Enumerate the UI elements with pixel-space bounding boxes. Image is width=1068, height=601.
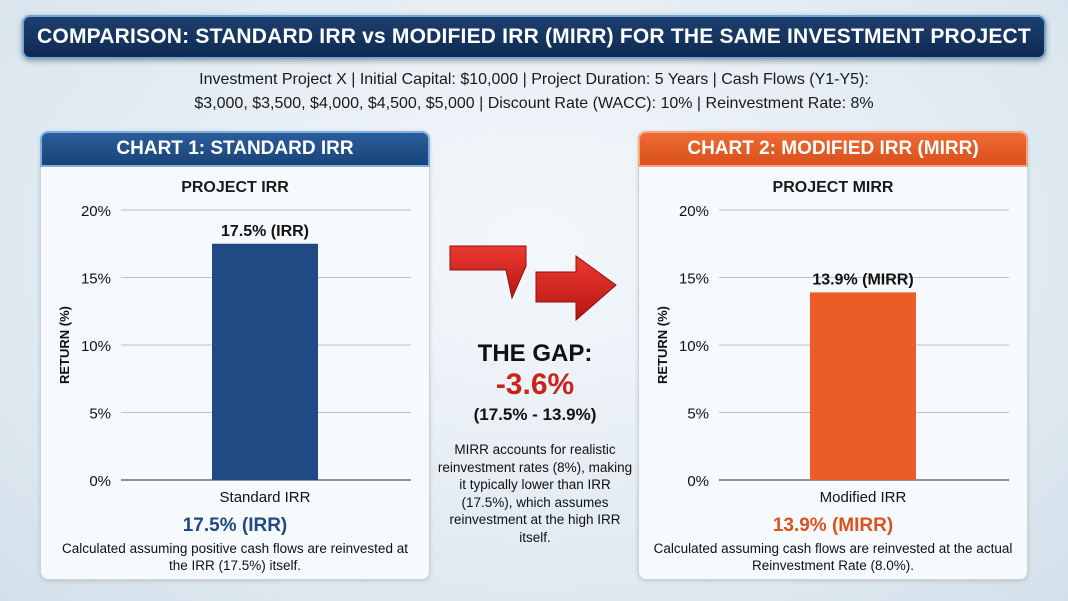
project-summary-line-2: $3,000, $3,500, $4,000, $4,500, $5,000 |… — [194, 95, 874, 112]
gap-calculation: (17.5% - 13.9%) — [473, 405, 597, 424]
page-title: COMPARISON: STANDARD IRR vs MODIFIED IRR… — [22, 15, 1046, 59]
bar — [212, 243, 318, 480]
y-axis-label: RETURN (%) — [655, 306, 670, 384]
y-tick-label: 5% — [687, 406, 709, 423]
mirr-chart-panel: CHART 2: MODIFIED IRR (MIRR) PROJECT MIR… — [638, 131, 1028, 580]
mirr-chart-title: PROJECT MIRR — [772, 179, 894, 196]
mirr-panel-header: CHART 2: MODIFIED IRR (MIRR) — [638, 131, 1028, 167]
bar-data-label: 13.9% (MIRR) — [812, 271, 913, 288]
project-summary-line-1: Investment Project X | Initial Capital: … — [199, 71, 869, 88]
y-tick-label: 0% — [687, 473, 709, 490]
mirr-bar-chart: 0% 5% 10% 15% 20% RETURN (%) 13.9% (MIRR) Modif… — [655, 203, 1009, 506]
mirr-value-label: 13.9% (MIRR) — [772, 515, 894, 536]
gap-title: THE GAP: — [477, 340, 593, 367]
mirr-description: Calculated assuming cash flows are reinv… — [653, 541, 1013, 573]
y-tick-label: 15% — [679, 271, 709, 288]
right-arrow-icon — [449, 245, 617, 322]
irr-bar-chart: 0% 5% 10% 15% 20% RETURN (%) 17.5% (IRR) Standa… — [57, 203, 411, 506]
x-category-label: Standard IRR — [220, 489, 311, 506]
y-tick-label: 15% — [81, 271, 111, 288]
y-tick-label: 20% — [679, 203, 709, 220]
gap-explanation: MIRR accounts for realistic reinvestment… — [437, 442, 633, 545]
gap-value: -3.6% — [495, 368, 575, 401]
irr-chart-panel: CHART 1: STANDARD IRR PROJECT IRR 0% 5% 10… — [40, 131, 430, 580]
y-axis-label: RETURN (%) — [57, 306, 72, 384]
y-tick-label: 20% — [81, 203, 111, 220]
y-tick-label: 5% — [89, 406, 111, 423]
irr-panel-header: CHART 1: STANDARD IRR — [40, 131, 430, 167]
irr-description: Calculated assuming positive cash flows … — [62, 541, 408, 573]
x-category-label: Modified IRR — [820, 489, 907, 506]
y-tick-label: 0% — [89, 473, 111, 490]
y-tick-label: 10% — [81, 338, 111, 355]
y-tick-label: 10% — [679, 338, 709, 355]
bar-data-label: 17.5% (IRR) — [221, 223, 309, 240]
irr-value-label: 17.5% (IRR) — [182, 515, 288, 536]
irr-chart-title: PROJECT IRR — [181, 179, 289, 196]
bar — [810, 292, 916, 480]
